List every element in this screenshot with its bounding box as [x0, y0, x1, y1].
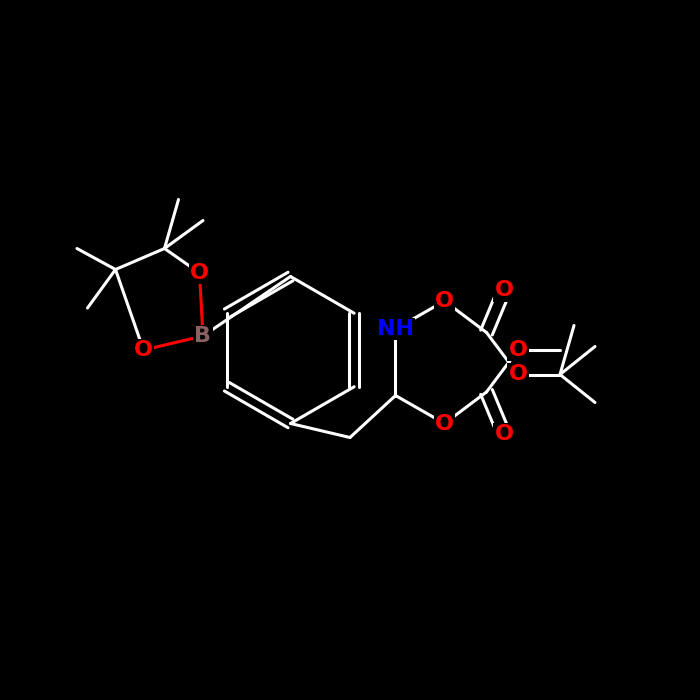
Text: O: O: [435, 291, 454, 311]
Text: O: O: [494, 424, 514, 444]
Text: O: O: [508, 340, 528, 360]
Text: O: O: [190, 263, 209, 283]
Text: O: O: [508, 365, 528, 384]
Text: NH: NH: [377, 319, 414, 339]
Text: O: O: [494, 281, 514, 300]
Text: O: O: [134, 340, 153, 360]
Text: B: B: [195, 326, 211, 346]
Text: O: O: [435, 414, 454, 433]
